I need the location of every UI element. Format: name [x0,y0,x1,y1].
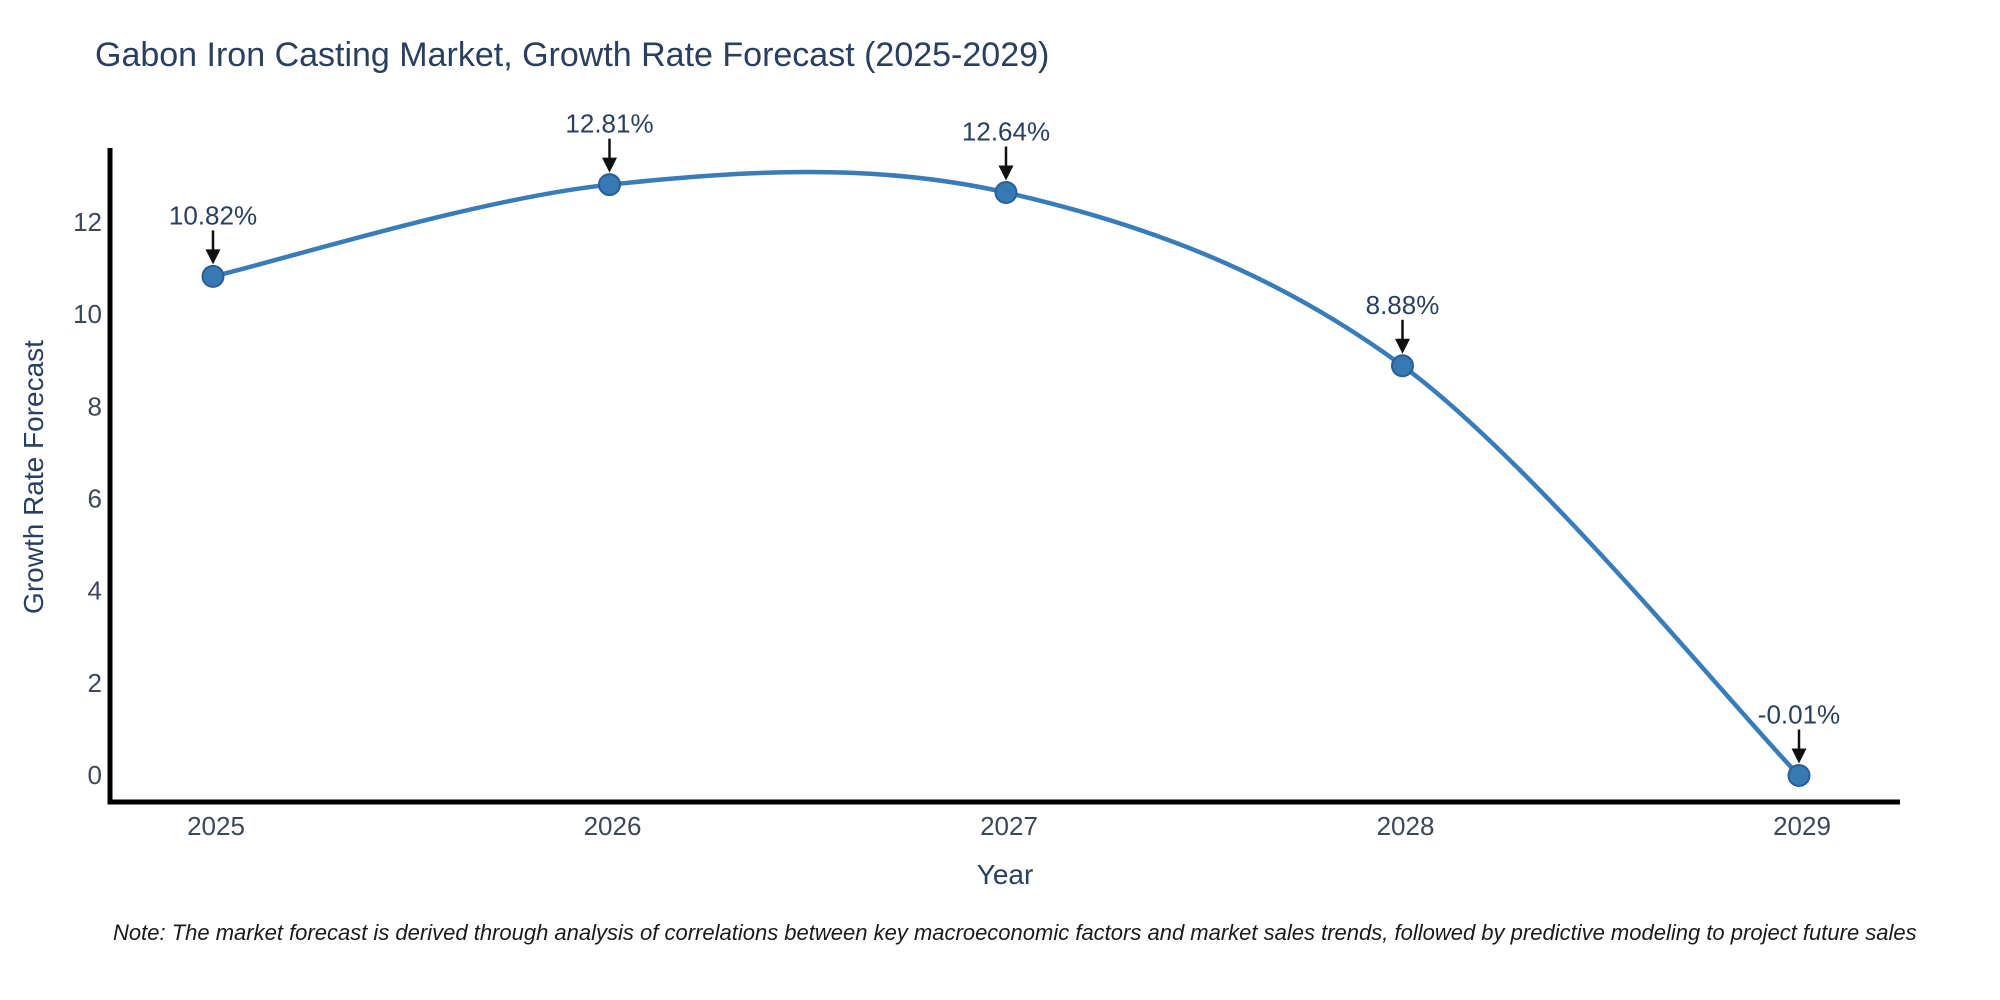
y-tick-label: 6 [88,484,102,514]
y-tick-label: 12 [73,207,102,237]
x-tick-label: 2029 [1773,811,1831,841]
footnote: Note: The market forecast is derived thr… [113,920,1917,945]
x-tick-label: 2026 [584,811,642,841]
data-point-2028[interactable] [1391,354,1414,378]
y-tick-label: 8 [88,391,102,421]
data-point-2029[interactable] [1787,763,1811,787]
annotation-label: 10.82% [169,200,257,230]
annotation-arrowhead [205,249,221,265]
forecast-line [210,169,1802,778]
annotation-label: 12.64% [962,117,1050,147]
annotation-arrowhead [1395,338,1410,354]
x-tick-label: 2025 [187,811,245,841]
annotation-label: 8.88% [1366,290,1440,320]
y-tick-label: 0 [88,760,102,790]
y-tick-label: 2 [88,668,102,698]
annotation-arrowhead [602,157,617,173]
chart-title: Gabon Iron Casting Market, Growth Rate F… [95,36,1050,74]
annotation-label: -0.01% [1758,699,1840,729]
annotation-arrowhead [1791,748,1807,764]
annotation-label: 12.81% [565,109,653,139]
data-point-2027[interactable] [994,181,1018,205]
x-axis-label: Year [976,859,1034,890]
data-point-2025[interactable] [201,264,225,288]
x-tick-label: 2028 [1377,811,1435,841]
data-point-2026[interactable] [598,173,621,197]
annotation-arrowhead [998,165,1014,181]
y-tick-label: 10 [73,299,102,329]
x-tick-label: 2027 [980,811,1038,841]
y-tick-label: 4 [88,576,102,606]
